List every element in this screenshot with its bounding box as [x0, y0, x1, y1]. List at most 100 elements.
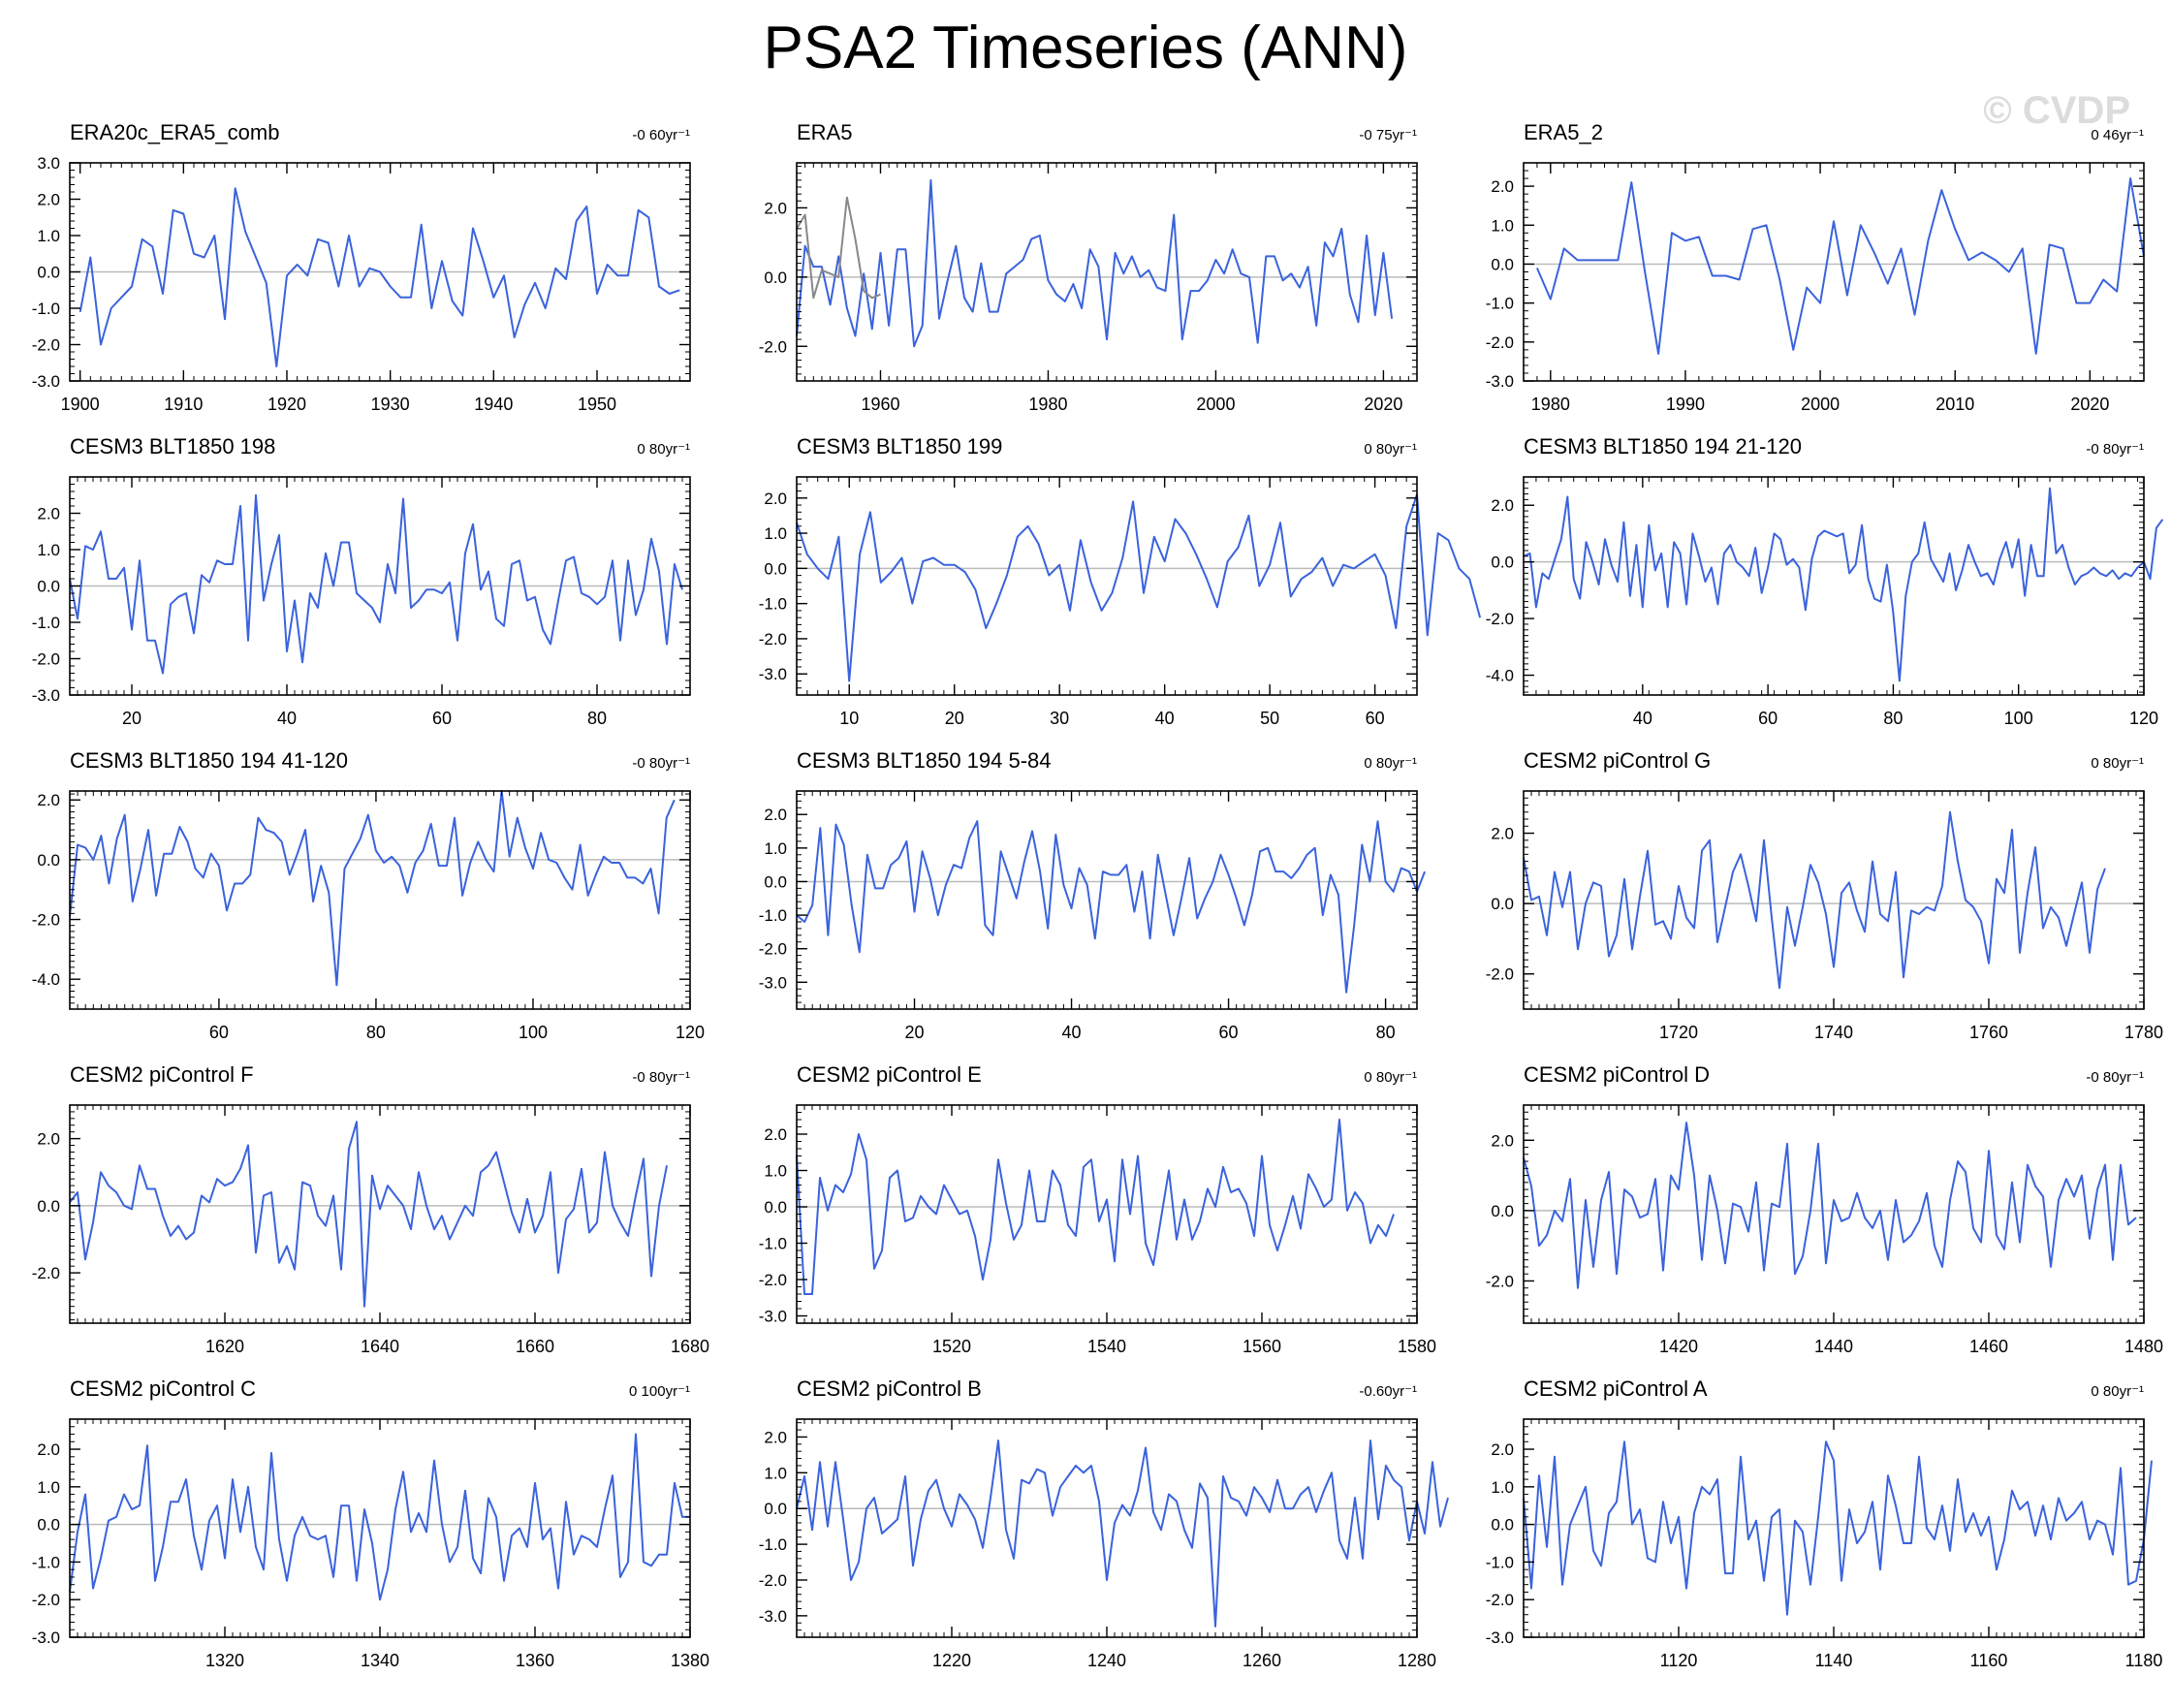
panel-title: CESM2 piControl C [70, 1376, 256, 1401]
panel-title: CESM2 piControl F [70, 1062, 254, 1087]
x-tick-label: 1920 [267, 395, 306, 414]
y-tick-label: -1.0 [759, 1535, 787, 1554]
x-tick-label: 1460 [1969, 1337, 2008, 1356]
x-tick-label: 20 [905, 1023, 925, 1042]
x-tick-label: 1120 [1660, 1651, 1698, 1670]
x-tick-label: 20 [945, 709, 964, 728]
x-tick-label: 1620 [205, 1337, 244, 1356]
plot-frame [69, 1418, 691, 1638]
panel-title: CESM3 BLT1850 194 5-84 [797, 748, 1052, 773]
y-tick-label: 0.0 [37, 264, 60, 282]
x-tick-label: 1240 [1087, 1651, 1126, 1670]
y-tick-label: -1.0 [759, 1235, 787, 1253]
y-tick-label: 0.0 [1491, 895, 1514, 913]
trend-label: 0 80yr⁻¹ [1364, 1069, 1417, 1086]
x-tick-label: 1640 [361, 1337, 399, 1356]
x-tick-label: 2000 [1196, 395, 1235, 414]
y-tick-label: -2.0 [759, 940, 787, 959]
x-tick-label: 30 [1050, 709, 1069, 728]
panel-2: 1980 1990 2000 2010 2020 -3.0 -2.0 -1.0 0.0 1.0 2.… [1486, 162, 2145, 414]
y-tick-label: -2.0 [1486, 610, 1514, 628]
trend-label: -0 80yr⁻¹ [632, 755, 690, 772]
series-line [1523, 810, 2106, 990]
y-tick-label: 2.0 [764, 199, 787, 217]
x-tick-label: 120 [676, 1023, 705, 1042]
x-tick-label: 1980 [1028, 395, 1067, 414]
panel-title: CESM3 BLT1850 194 21-120 [1524, 434, 1802, 459]
plot-frame [69, 790, 691, 1010]
y-tick-label: 1.0 [37, 541, 60, 559]
y-tick-label: -2.0 [1486, 1272, 1514, 1290]
y-tick-label: -3.0 [759, 1607, 787, 1626]
x-tick-label: 120 [2129, 709, 2158, 728]
x-tick-label: 40 [277, 709, 297, 728]
panel-5: 40 60 80 100 120 -4.0 -2.0 0.0 2.0 [1486, 476, 2164, 728]
y-tick-label: -3.0 [759, 1308, 787, 1326]
trend-label: 0 80yr⁻¹ [2091, 1383, 2144, 1400]
y-tick-label: 0.0 [764, 872, 787, 891]
series-line [1535, 177, 2145, 355]
x-tick-label: 100 [519, 1023, 548, 1042]
panel-8: 1720 1740 1760 1780 -2.0 0.0 2.0 [1486, 790, 2163, 1042]
x-tick-label: 1260 [1243, 1651, 1281, 1670]
x-tick-label: 1680 [671, 1337, 709, 1356]
x-tick-label: 2020 [1364, 395, 1402, 414]
x-tick-label: 1930 [371, 395, 410, 414]
series-line [1523, 1122, 2137, 1289]
y-tick-label: 0.0 [764, 1198, 787, 1217]
plot-frame [1523, 476, 2145, 696]
y-tick-label: 1.0 [764, 1464, 787, 1482]
y-tick-label: -3.0 [32, 686, 60, 705]
x-tick-label: 80 [1376, 1023, 1396, 1042]
panel-10: 1520 1540 1560 1580 -3.0 -2.0 -1.0 0.0 1.0 2.0 [759, 1104, 1436, 1356]
y-tick-label: 2.0 [37, 505, 60, 523]
y-tick-label: 1.0 [37, 1478, 60, 1497]
x-tick-label: 1780 [2124, 1023, 2163, 1042]
series-line [796, 196, 881, 300]
panel-12: 1320 1340 1360 1380 -3.0 -2.0 -1.0 0.0 1.0 2.0 [32, 1418, 709, 1670]
x-tick-label: 1940 [474, 395, 513, 414]
panel-6: 60 80 100 120 -4.0 -2.0 0.0 2.0 [32, 790, 705, 1042]
x-tick-label: 1980 [1531, 395, 1570, 414]
x-tick-label: 10 [839, 709, 859, 728]
y-tick-label: -2.0 [32, 911, 60, 930]
panel-1: 1960 1980 2000 2020 -2.0 0.0 2.0 [759, 162, 1418, 414]
x-tick-label: 1580 [1398, 1337, 1436, 1356]
x-tick-label: 1420 [1659, 1337, 1698, 1356]
panel-title: CESM3 BLT1850 199 [797, 434, 1003, 459]
x-tick-label: 40 [1062, 1023, 1082, 1042]
series-line [69, 1433, 690, 1601]
x-tick-label: 1720 [1659, 1023, 1698, 1042]
y-tick-label: 2.0 [1491, 177, 1514, 196]
trend-label: 0 80yr⁻¹ [637, 441, 690, 458]
panel-title: CESM2 piControl D [1524, 1062, 1710, 1087]
y-tick-label: -1.0 [759, 595, 787, 614]
y-tick-label: 1.0 [764, 524, 787, 543]
x-tick-label: 1380 [671, 1651, 709, 1670]
x-tick-label: 60 [432, 709, 452, 728]
panel-title: ERA20c_ERA5_comb [70, 120, 280, 144]
y-tick-label: 0.0 [764, 559, 787, 578]
y-tick-label: 0.0 [764, 1500, 787, 1518]
plot-frame [1523, 162, 2145, 382]
x-tick-label: 1220 [932, 1651, 971, 1670]
y-tick-label: 0.0 [37, 1197, 60, 1216]
x-tick-label: 1950 [578, 395, 616, 414]
panel-13: 1220 1240 1260 1280 -3.0 -2.0 -1.0 0.0 1.0 2.0 [759, 1418, 1449, 1670]
plot-frame [796, 1104, 1418, 1324]
y-tick-label: -3.0 [32, 372, 60, 391]
y-tick-label: 2.0 [764, 1428, 787, 1446]
trend-label: 0 80yr⁻¹ [2091, 755, 2144, 772]
y-tick-label: -2.0 [32, 650, 60, 669]
series-line [1523, 1440, 2153, 1616]
y-tick-label: -3.0 [1486, 1629, 1514, 1647]
x-tick-label: 40 [1633, 709, 1652, 728]
panel-title: CESM3 BLT1850 194 41-120 [70, 748, 348, 773]
y-tick-label: -4.0 [32, 970, 60, 989]
y-tick-label: -2.0 [759, 630, 787, 648]
y-tick-label: 2.0 [1491, 1131, 1514, 1150]
x-tick-label: 1440 [1814, 1337, 1853, 1356]
y-tick-label: -3.0 [32, 1629, 60, 1647]
x-tick-label: 2010 [1935, 395, 1974, 414]
y-tick-label: -3.0 [759, 973, 787, 992]
